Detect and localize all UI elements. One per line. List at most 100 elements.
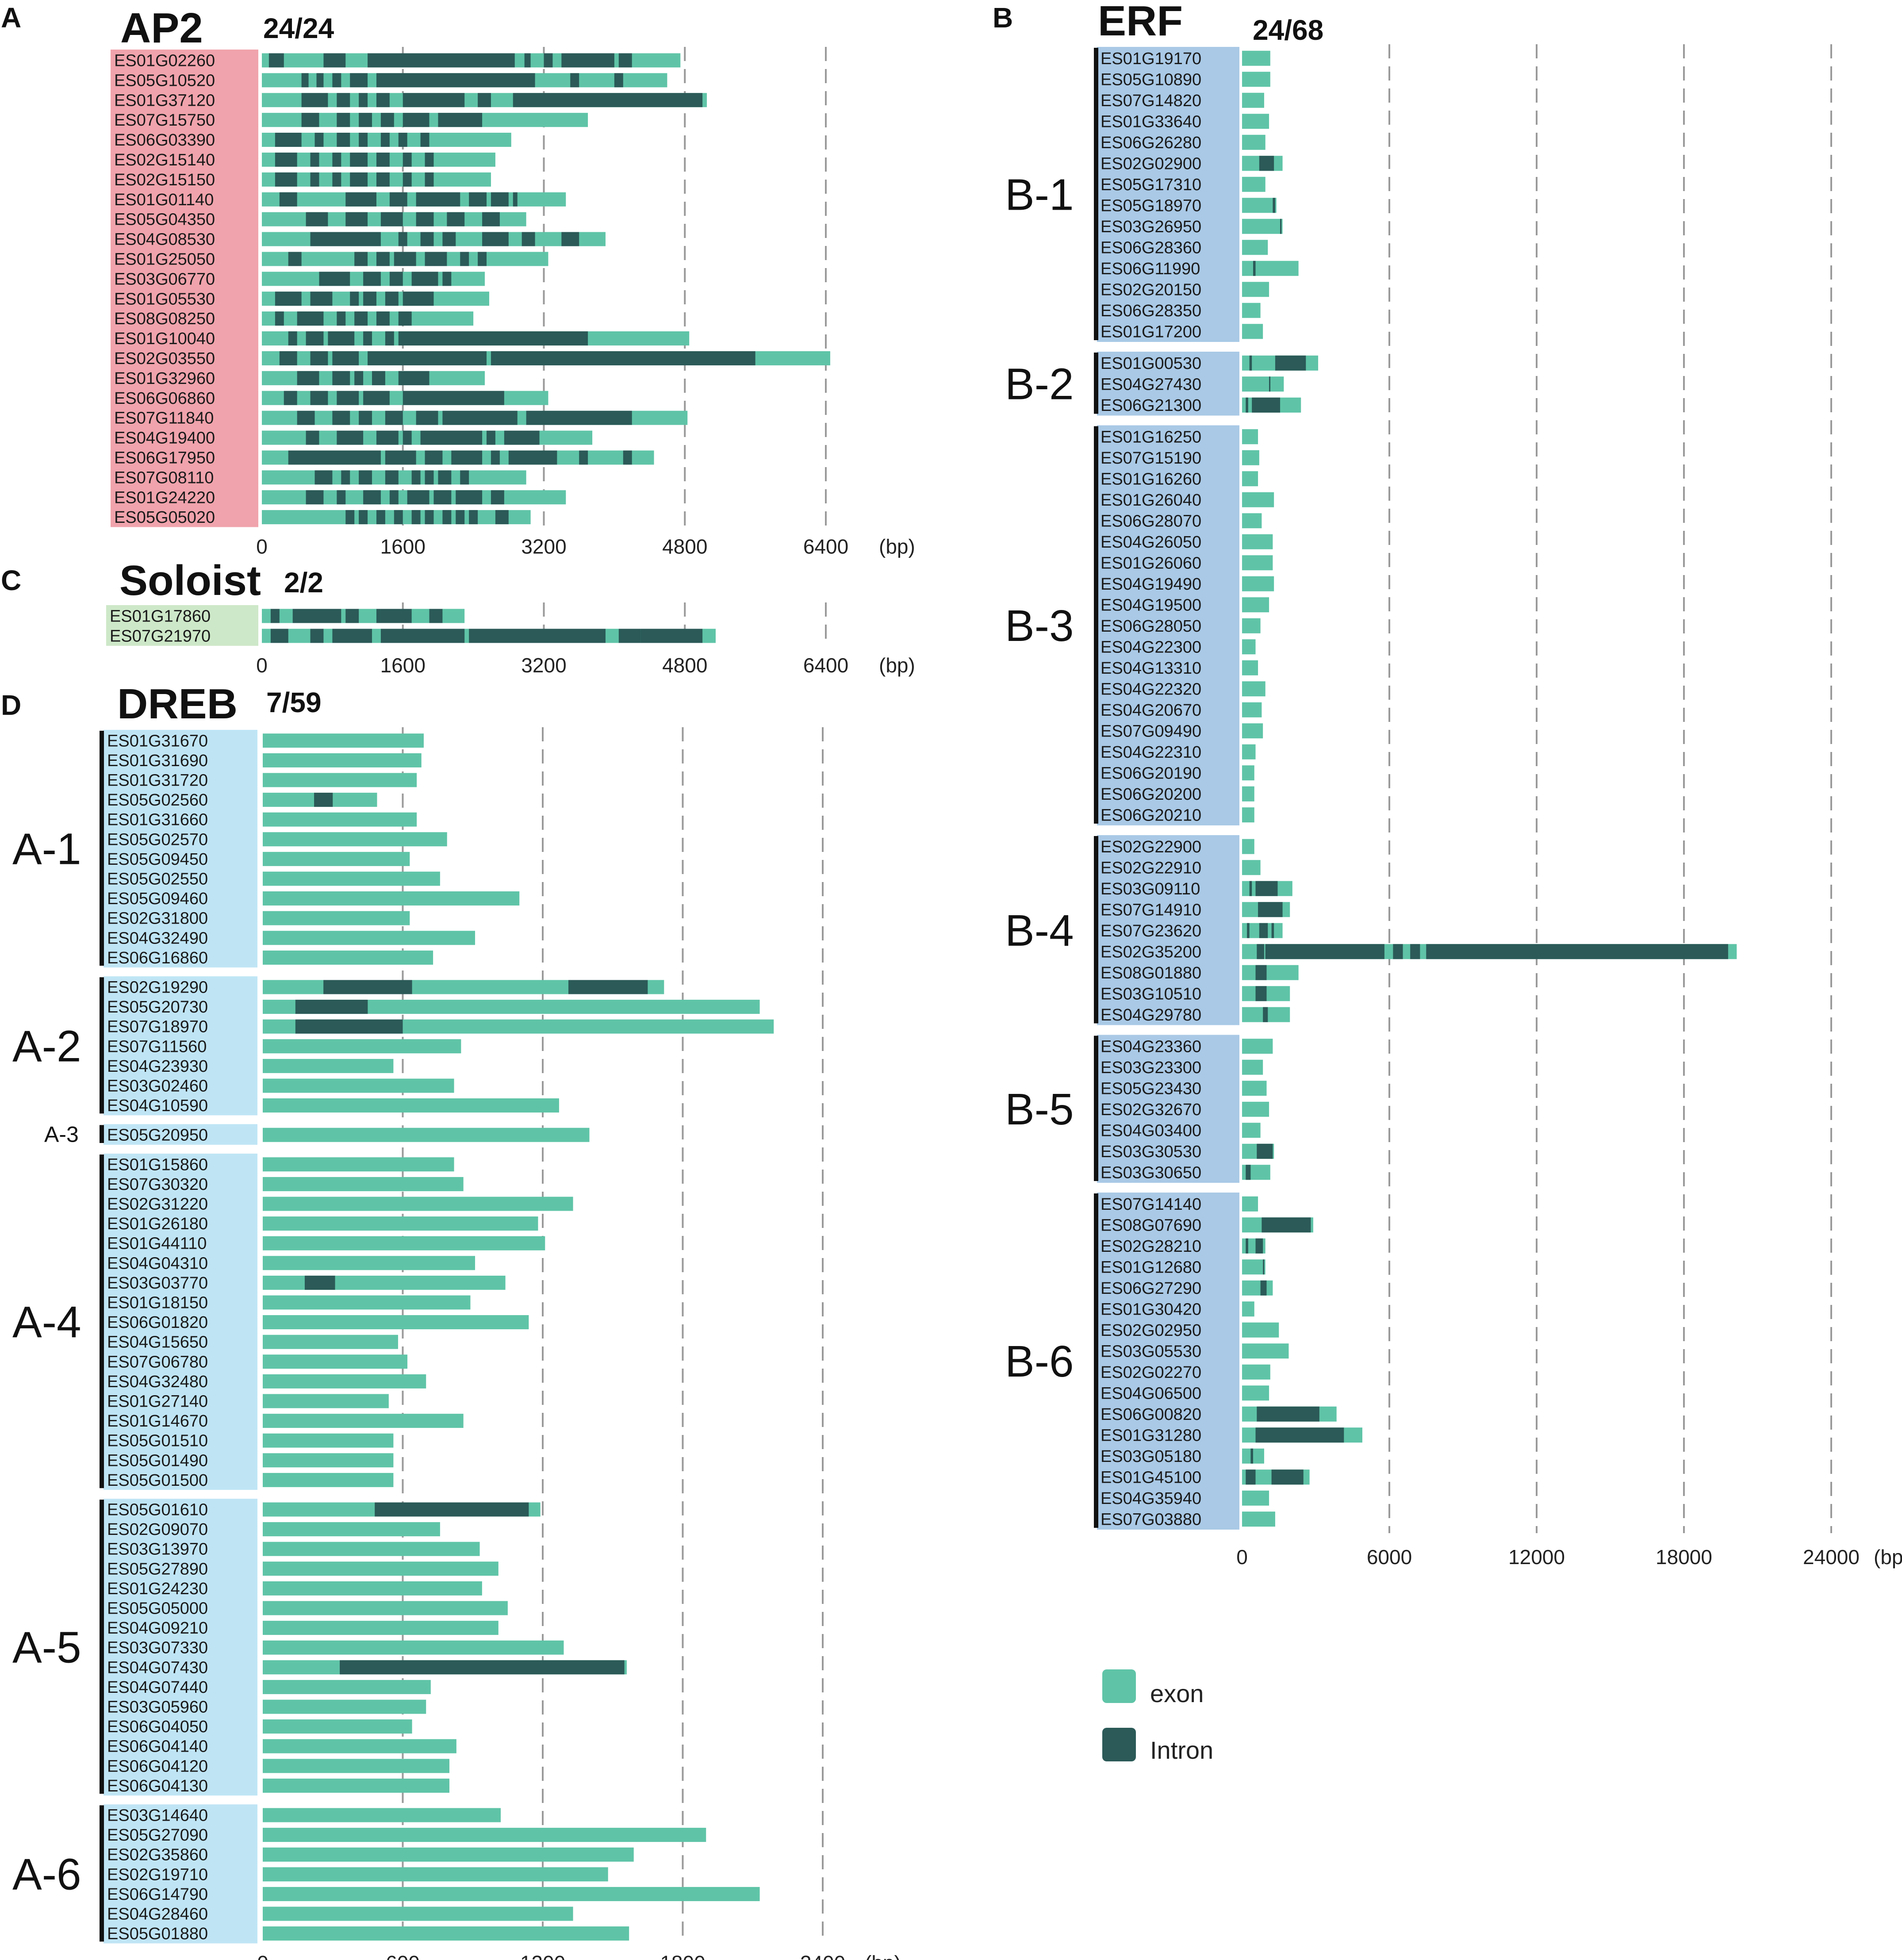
group-label-background bbox=[1097, 1035, 1239, 1183]
exon-bar bbox=[263, 1059, 394, 1073]
exon-bar bbox=[262, 192, 566, 207]
intron-segment bbox=[526, 410, 632, 425]
gene-label: ES05G27090 bbox=[107, 1826, 208, 1845]
subgroup-label: A-6 bbox=[12, 1849, 81, 1899]
x-tick-label: 24000 bbox=[1803, 1546, 1860, 1569]
gene-label: ES01G15860 bbox=[107, 1155, 208, 1174]
gene-label: ES04G19400 bbox=[114, 429, 215, 448]
intron-segment bbox=[337, 430, 364, 445]
gene-label: ES04G10590 bbox=[107, 1097, 208, 1115]
intron-segment bbox=[1393, 944, 1403, 959]
gene-label: ES01G02260 bbox=[114, 51, 215, 70]
intron-segment bbox=[1263, 1259, 1265, 1275]
intron-segment bbox=[460, 252, 469, 266]
gene-label: ES05G27890 bbox=[107, 1560, 208, 1578]
gene-label: ES04G15650 bbox=[107, 1333, 208, 1352]
gene-label: ES05G04350 bbox=[114, 211, 215, 229]
exon-bar bbox=[1242, 965, 1299, 980]
gene-label: ES06G01820 bbox=[107, 1313, 208, 1332]
gene-label: ES03G05530 bbox=[1101, 1342, 1201, 1361]
gene-label: ES07G30320 bbox=[107, 1175, 208, 1194]
intron-segment bbox=[359, 510, 368, 525]
exon-bar bbox=[263, 1759, 449, 1773]
gene-label: ES01G25050 bbox=[114, 250, 215, 268]
exon-bar bbox=[263, 1394, 389, 1408]
legend: exon Intron bbox=[1102, 1669, 1213, 1764]
intron-segment bbox=[359, 470, 372, 485]
exon-bar bbox=[263, 1906, 573, 1921]
exon-bar bbox=[263, 1216, 538, 1231]
x-tick-label: 6000 bbox=[1367, 1546, 1412, 1569]
gene-label: ES04G23360 bbox=[1101, 1037, 1201, 1056]
gene-label: ES04G22300 bbox=[1101, 638, 1201, 656]
intron-segment bbox=[279, 192, 297, 207]
exon-bar bbox=[263, 1078, 454, 1093]
intron-segment bbox=[340, 1660, 625, 1675]
group-label-background bbox=[1097, 835, 1239, 1025]
gene-label: ES02G19290 bbox=[107, 978, 208, 997]
intron-segment bbox=[1252, 397, 1281, 413]
intron-segment bbox=[1247, 923, 1250, 938]
gene-label: ES02G35200 bbox=[1101, 943, 1201, 961]
intron-segment bbox=[1246, 1165, 1251, 1180]
exon-bar bbox=[263, 1680, 431, 1694]
intron-segment bbox=[1271, 1469, 1304, 1485]
gene-label: ES04G28460 bbox=[107, 1905, 208, 1924]
intron-segment bbox=[561, 53, 614, 68]
gene-label: ES04G32480 bbox=[107, 1373, 208, 1391]
exon-bar bbox=[263, 1621, 499, 1635]
intron-segment bbox=[270, 609, 280, 623]
intron-segment bbox=[495, 351, 755, 365]
gene-label: ES01G32960 bbox=[114, 369, 215, 388]
legend-swatch-exon bbox=[1102, 1669, 1136, 1703]
intron-segment bbox=[1262, 1217, 1311, 1233]
intron-segment bbox=[337, 391, 359, 405]
exon-bar bbox=[1242, 1059, 1263, 1075]
intron-segment bbox=[1255, 986, 1267, 1001]
exon-bar bbox=[1242, 1322, 1279, 1338]
x-tick-label: 18000 bbox=[1656, 1546, 1712, 1569]
gene-label: ES02G32670 bbox=[1101, 1101, 1201, 1119]
gene-label: ES06G27290 bbox=[1101, 1279, 1201, 1298]
intron-segment bbox=[460, 470, 469, 485]
gene-label: ES02G35860 bbox=[107, 1846, 208, 1864]
x-tick-label: 0 bbox=[256, 654, 268, 677]
gene-label: ES07G23620 bbox=[1101, 922, 1201, 940]
gene-label: ES04G03400 bbox=[1101, 1121, 1201, 1140]
gene-label: ES06G20200 bbox=[1101, 785, 1201, 804]
intron-segment bbox=[1259, 156, 1274, 171]
exon-bar bbox=[1242, 1364, 1270, 1380]
intron-segment bbox=[1250, 1448, 1253, 1464]
intron-segment bbox=[1258, 902, 1283, 917]
x-tick-label: 3200 bbox=[521, 535, 566, 558]
exon-bar bbox=[1242, 1343, 1289, 1359]
intron-segment bbox=[306, 490, 324, 505]
gene-label: ES05G10890 bbox=[1101, 70, 1201, 89]
intron-segment bbox=[306, 212, 328, 226]
gene-label: ES04G29780 bbox=[1101, 1006, 1201, 1024]
gene-label: ES07G11560 bbox=[107, 1037, 207, 1056]
intron-segment bbox=[385, 450, 416, 465]
intron-segment bbox=[288, 331, 297, 346]
gene-label: ES06G16860 bbox=[107, 949, 208, 967]
gene-label: ES02G15150 bbox=[114, 171, 215, 189]
gene-label: ES04G09210 bbox=[107, 1619, 208, 1638]
intron-segment bbox=[337, 311, 346, 326]
intron-segment bbox=[385, 410, 403, 425]
intron-segment bbox=[376, 430, 399, 445]
group-label-background bbox=[1097, 1193, 1239, 1530]
exon-bar bbox=[263, 1473, 394, 1487]
intron-segment bbox=[385, 331, 394, 346]
intron-segment bbox=[1259, 923, 1268, 938]
gene-label: ES01G33640 bbox=[1101, 112, 1201, 131]
exon-bar bbox=[1242, 303, 1261, 318]
intron-segment bbox=[275, 152, 297, 167]
exon-bar bbox=[1242, 134, 1265, 150]
intron-segment bbox=[337, 93, 350, 107]
x-tick-label: 600 bbox=[386, 1951, 420, 1960]
exon-bar bbox=[1242, 1385, 1269, 1401]
gene-label: ES01G16260 bbox=[1101, 470, 1201, 488]
exon-bar bbox=[263, 1581, 482, 1596]
intron-segment bbox=[442, 272, 452, 286]
intron-segment bbox=[314, 793, 333, 807]
